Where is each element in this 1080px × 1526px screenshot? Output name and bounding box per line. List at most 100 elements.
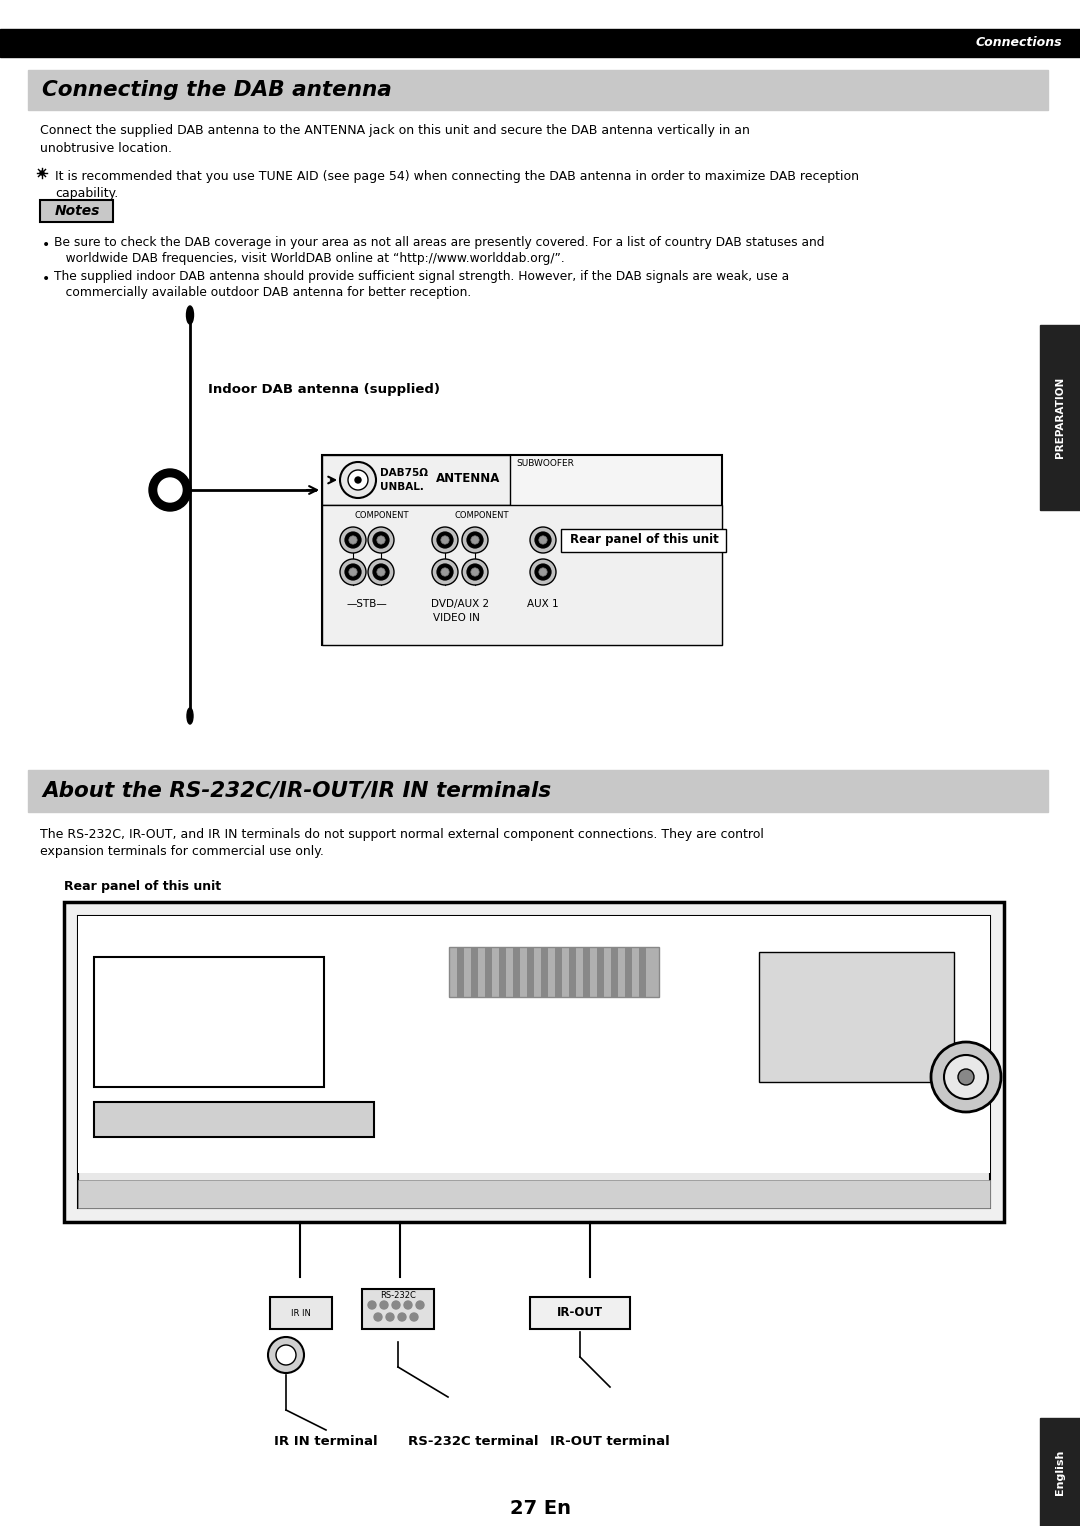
Circle shape [368, 1302, 376, 1309]
Circle shape [539, 536, 548, 545]
Circle shape [349, 536, 357, 545]
Circle shape [340, 559, 366, 584]
Text: RS-232C: RS-232C [380, 1291, 416, 1300]
Circle shape [467, 533, 483, 548]
Text: IR-OUT: IR-OUT [557, 1306, 603, 1320]
Text: SUBWOOFER: SUBWOOFER [516, 458, 573, 467]
Bar [457, 948, 464, 996]
Circle shape [432, 559, 458, 584]
Circle shape [944, 1054, 988, 1099]
Bar [322, 455, 723, 645]
Bar [270, 1297, 332, 1329]
Bar [530, 1297, 630, 1329]
Bar [94, 957, 324, 1087]
Circle shape [276, 1344, 296, 1364]
Circle shape [471, 568, 480, 577]
Bar [64, 902, 1004, 1222]
Text: COMPONENT: COMPONENT [455, 511, 510, 520]
Circle shape [399, 1312, 406, 1322]
Circle shape [441, 568, 449, 577]
Text: The RS-232C, IR-OUT, and IR IN terminals do not support normal external componen: The RS-232C, IR-OUT, and IR IN terminals… [40, 829, 764, 841]
Circle shape [377, 536, 386, 545]
Text: English: English [1055, 1450, 1065, 1494]
Text: commercially available outdoor DAB antenna for better reception.: commercially available outdoor DAB anten… [54, 285, 471, 299]
Circle shape [340, 526, 366, 552]
Circle shape [380, 1302, 388, 1309]
Bar [485, 948, 492, 996]
Text: IR IN: IR IN [292, 1308, 311, 1317]
Text: •: • [42, 272, 51, 285]
Circle shape [471, 536, 480, 545]
Circle shape [268, 1337, 303, 1373]
Bar [449, 948, 659, 996]
Circle shape [441, 536, 449, 545]
Bar [625, 948, 632, 996]
Bar [1040, 325, 1080, 510]
Text: —STB—: —STB— [347, 600, 388, 609]
Text: IR-OUT terminal: IR-OUT terminal [550, 1434, 670, 1448]
Bar [78, 1180, 990, 1209]
Bar [513, 948, 519, 996]
Bar [1040, 1418, 1080, 1526]
Circle shape [462, 526, 488, 552]
Circle shape [467, 565, 483, 580]
Circle shape [410, 1312, 418, 1322]
Text: Notes: Notes [54, 204, 99, 218]
Circle shape [404, 1302, 411, 1309]
Bar [40, 200, 113, 221]
Circle shape [149, 468, 191, 511]
Text: Rear panel of this unit: Rear panel of this unit [569, 534, 718, 546]
Circle shape [392, 1302, 400, 1309]
Bar [28, 70, 1048, 110]
Circle shape [345, 533, 361, 548]
Circle shape [349, 568, 357, 577]
Text: •: • [42, 238, 51, 252]
Circle shape [368, 559, 394, 584]
Circle shape [355, 478, 361, 484]
Bar [759, 952, 954, 1082]
Bar [362, 1289, 434, 1329]
Circle shape [373, 533, 389, 548]
Circle shape [535, 533, 551, 548]
Text: Connect the supplied DAB antenna to the ANTENNA jack on this unit and secure the: Connect the supplied DAB antenna to the … [40, 124, 750, 137]
Bar [0, 29, 1080, 56]
Circle shape [462, 559, 488, 584]
Text: VIDEO IN: VIDEO IN [433, 613, 480, 623]
Text: It is recommended that you use TUNE AID (see page 54) when connecting the DAB an: It is recommended that you use TUNE AID … [55, 169, 859, 183]
Ellipse shape [187, 307, 193, 324]
Bar [28, 771, 1048, 812]
Bar [78, 916, 990, 1209]
Circle shape [931, 1042, 1001, 1112]
Text: unobtrusive location.: unobtrusive location. [40, 142, 172, 156]
Ellipse shape [187, 708, 193, 723]
Text: Connecting the DAB antenna: Connecting the DAB antenna [42, 79, 392, 101]
Text: The supplied indoor DAB antenna should provide sufficient signal strength. Howev: The supplied indoor DAB antenna should p… [54, 270, 789, 282]
Bar [541, 948, 548, 996]
Circle shape [437, 565, 454, 580]
Circle shape [377, 568, 386, 577]
Circle shape [432, 526, 458, 552]
Circle shape [158, 478, 183, 502]
Text: Indoor DAB antenna (supplied): Indoor DAB antenna (supplied) [208, 383, 440, 397]
Bar [471, 948, 478, 996]
Circle shape [530, 559, 556, 584]
Bar [322, 455, 510, 505]
Text: About the RS-232C/IR-OUT/IR IN terminals: About the RS-232C/IR-OUT/IR IN terminals [42, 781, 551, 801]
Text: Rear panel of this unit: Rear panel of this unit [64, 881, 221, 893]
Text: worldwide DAB frequencies, visit WorldDAB online at “http://www.worlddab.org/”.: worldwide DAB frequencies, visit WorldDA… [54, 252, 565, 266]
Text: UNBAL.: UNBAL. [380, 482, 423, 491]
Text: ANTENNA: ANTENNA [436, 473, 500, 485]
Circle shape [374, 1312, 382, 1322]
Bar [583, 948, 590, 996]
Text: DAB75Ω: DAB75Ω [380, 468, 428, 478]
Text: capability.: capability. [55, 188, 118, 200]
Bar [78, 916, 990, 1173]
Bar [639, 948, 646, 996]
Circle shape [348, 470, 368, 490]
Bar [597, 948, 604, 996]
Text: RS-232C terminal: RS-232C terminal [408, 1434, 538, 1448]
Bar [555, 948, 562, 996]
Text: COMPONENT: COMPONENT [354, 511, 409, 520]
Bar [527, 948, 534, 996]
Bar [561, 530, 726, 552]
